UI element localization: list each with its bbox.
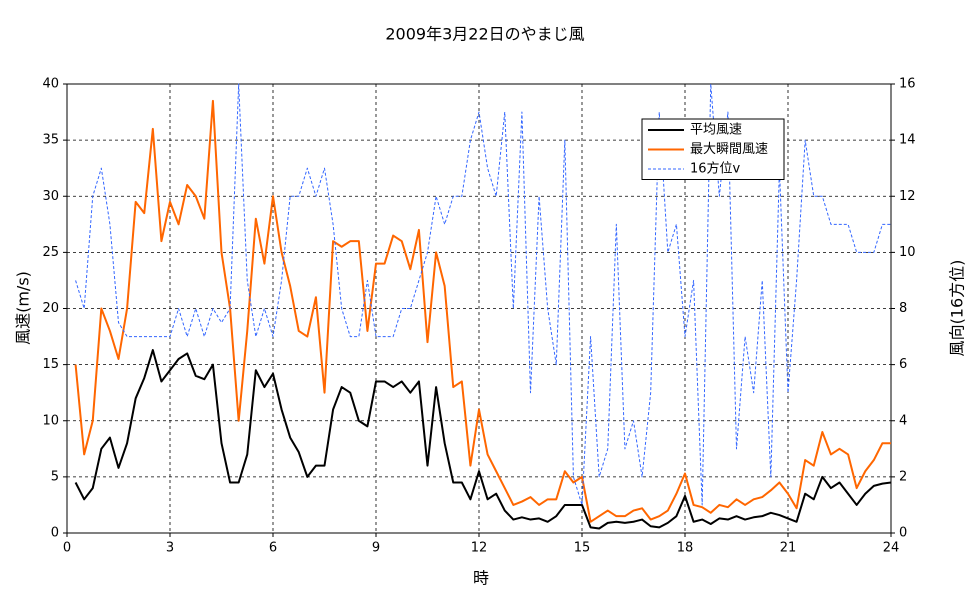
x-tick-label: 24: [883, 541, 900, 556]
x-tick-label: 9: [372, 541, 380, 556]
y-axis-label: 風速(m/s): [14, 271, 33, 345]
y-tick-label: 40: [42, 77, 59, 92]
y2-tick-label: 16: [899, 77, 916, 92]
y-tick-label: 25: [42, 245, 59, 260]
chart-title: 2009年3月22日のやまじ風: [385, 25, 584, 44]
x-tick-label: 15: [574, 541, 591, 556]
x-tick-label: 18: [677, 541, 694, 556]
y2-tick-label: 14: [899, 133, 916, 148]
x-tick-label: 21: [780, 541, 797, 556]
x-tick-label: 0: [63, 541, 71, 556]
legend-label: 16方位v: [690, 161, 741, 177]
y-tick-label: 30: [42, 189, 59, 204]
y2-tick-label: 0: [899, 526, 907, 541]
legend-label: 平均風速: [690, 123, 742, 138]
y-tick-label: 15: [42, 357, 59, 372]
series-line: [74, 349, 892, 530]
series-line: [75, 83, 891, 506]
y2-tick-label: 4: [899, 413, 907, 428]
series-line: [74, 99, 891, 523]
y2-tick-label: 10: [899, 245, 916, 260]
y2-tick-label: 12: [899, 189, 916, 204]
y-tick-label: 20: [42, 301, 59, 316]
y2-tick-label: 8: [899, 301, 907, 316]
y-tick-label: 5: [51, 469, 59, 484]
y-tick-label: 0: [51, 526, 59, 541]
y2-tick-label: 6: [899, 357, 907, 372]
x-tick-label: 6: [269, 541, 277, 556]
legend-label: 最大瞬間風速: [690, 142, 768, 157]
x-axis-label: 時: [473, 569, 489, 588]
y2-tick-label: 2: [899, 469, 907, 484]
x-tick-label: 3: [166, 541, 174, 556]
y2-axis-label: 風向(16方位): [948, 260, 967, 357]
x-tick-label: 12: [471, 541, 488, 556]
y-tick-label: 10: [42, 413, 59, 428]
y-tick-label: 35: [42, 133, 59, 148]
